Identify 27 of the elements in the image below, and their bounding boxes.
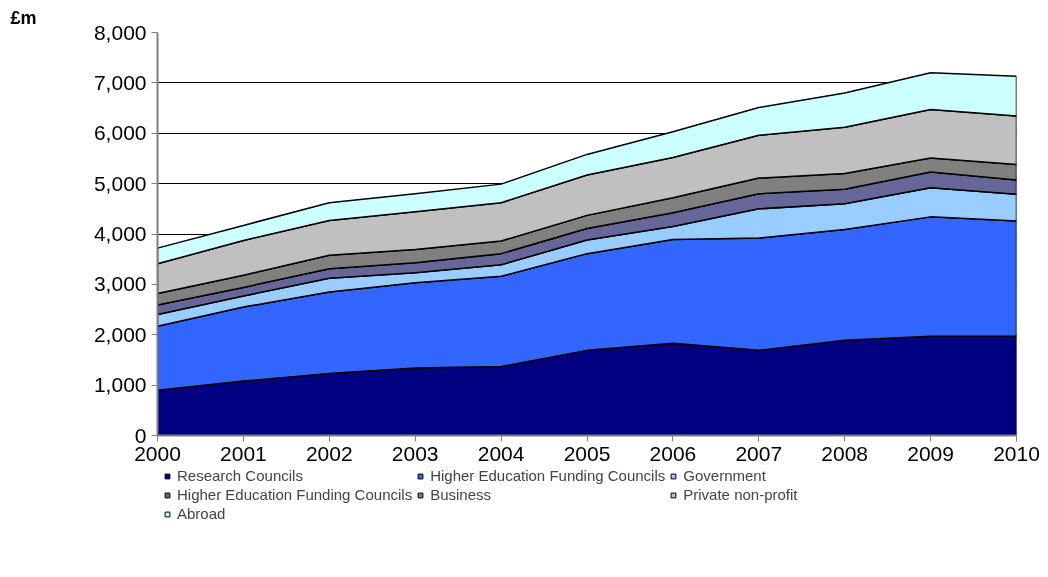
y-tick-label: 5,000 [93,171,147,195]
y-tick-label: 8,000 [93,20,147,44]
x-tick-label: 2006 [649,441,697,465]
legend-label: Research Councils [177,467,303,484]
y-tick-label: 1,000 [93,373,147,397]
y-tick-label: 0 [134,423,147,447]
legend-label: Business [430,486,492,503]
x-tick-label: 2010 [993,441,1040,465]
legend-label: Abroad [177,505,226,522]
y-axis-title: £m [10,7,37,28]
legend-label: Higher Education Funding Councils [177,486,413,503]
y-tick-label: 2,000 [93,322,147,346]
legend-label: Higher Education Funding Councils [430,467,666,484]
legend-label: Government [683,467,766,484]
y-tick-label: 4,000 [93,222,147,245]
x-tick-label: 2005 [563,441,611,465]
x-tick-label: 2009 [907,441,954,465]
y-tick-label: 7,000 [93,70,147,94]
x-tick-label: 2004 [477,441,525,465]
x-tick-label: 2008 [821,441,869,465]
y-tick-label: 6,000 [93,121,147,145]
legend-label: Private non-profit [683,486,798,503]
x-tick-label: 2007 [735,441,783,465]
x-tick-label: 2001 [220,441,267,465]
x-tick-label: 2002 [305,441,353,465]
y-tick-label: 3,000 [93,272,147,296]
x-tick-label: 2003 [391,441,439,465]
